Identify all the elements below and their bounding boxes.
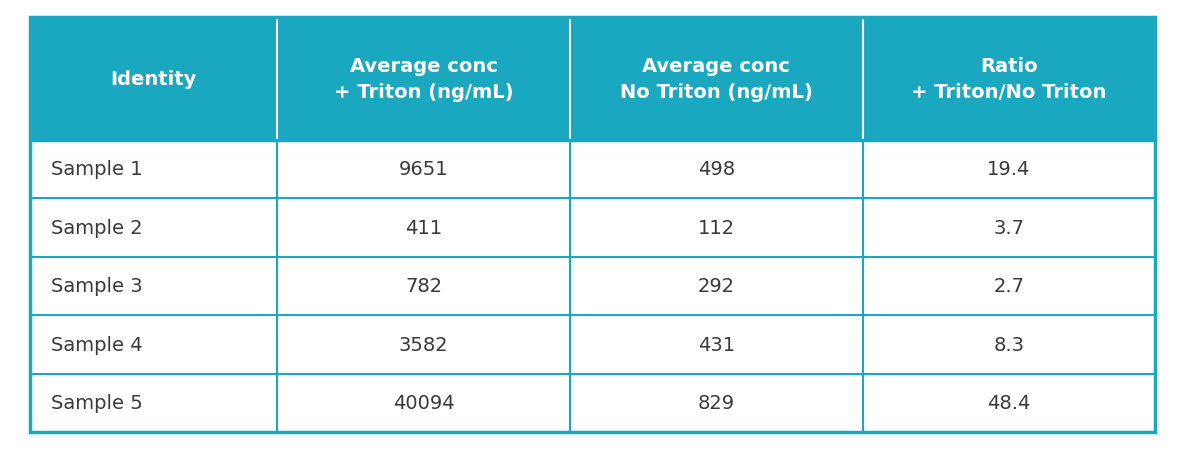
Bar (570, 374, 863, 432)
Bar (277, 140, 570, 199)
Bar (277, 199, 570, 257)
Text: Average conc
+ Triton (ng/mL): Average conc + Triton (ng/mL) (334, 56, 513, 102)
Text: 8.3: 8.3 (993, 335, 1025, 354)
Text: 3582: 3582 (399, 335, 448, 354)
Text: 19.4: 19.4 (987, 160, 1031, 179)
Bar (277, 18, 570, 140)
Bar (570, 18, 863, 140)
Bar (570, 140, 863, 199)
Text: 48.4: 48.4 (987, 394, 1031, 413)
Bar (863, 374, 1155, 432)
Bar (570, 257, 863, 315)
Text: Average conc
No Triton (ng/mL): Average conc No Triton (ng/mL) (620, 56, 813, 102)
Bar (277, 315, 570, 374)
Text: 431: 431 (698, 335, 735, 354)
Text: Sample 4: Sample 4 (51, 335, 142, 354)
Text: Sample 5: Sample 5 (51, 394, 142, 413)
Text: 292: 292 (698, 277, 735, 296)
Bar (570, 315, 863, 374)
Bar (277, 374, 570, 432)
Bar (863, 18, 1155, 140)
Bar (863, 199, 1155, 257)
Text: Sample 1: Sample 1 (51, 160, 142, 179)
Bar (30, 140, 277, 199)
Bar (277, 257, 570, 315)
Text: 2.7: 2.7 (993, 277, 1025, 296)
Text: 9651: 9651 (399, 160, 448, 179)
Bar (30, 315, 277, 374)
Text: 829: 829 (698, 394, 735, 413)
Bar (30, 374, 277, 432)
Bar (570, 199, 863, 257)
Bar (863, 140, 1155, 199)
Text: Sample 2: Sample 2 (51, 218, 142, 238)
Text: Identity: Identity (110, 70, 197, 89)
Bar (30, 199, 277, 257)
Text: 498: 498 (698, 160, 735, 179)
Bar (863, 315, 1155, 374)
Text: Ratio
+ Triton/No Triton: Ratio + Triton/No Triton (911, 56, 1107, 102)
Text: 40094: 40094 (392, 394, 455, 413)
Text: 112: 112 (698, 218, 735, 238)
Text: Sample 3: Sample 3 (51, 277, 142, 296)
Text: 3.7: 3.7 (993, 218, 1025, 238)
Bar (30, 257, 277, 315)
Bar (863, 257, 1155, 315)
Bar (30, 18, 277, 140)
Text: 411: 411 (405, 218, 442, 238)
Text: 782: 782 (405, 277, 442, 296)
